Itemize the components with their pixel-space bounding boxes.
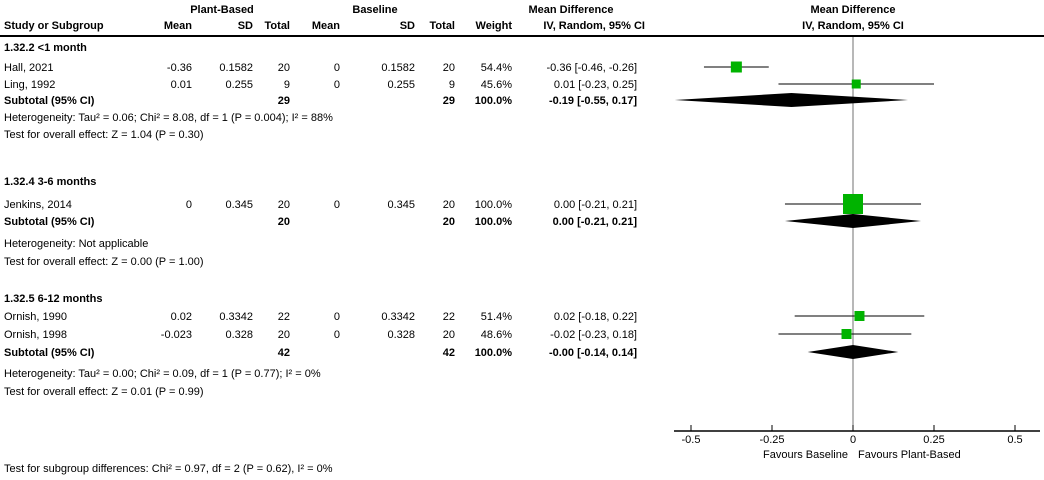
study-n1: 22 [277, 311, 290, 323]
header-total2: Total [429, 20, 455, 32]
header-weight: Weight [475, 20, 512, 32]
study-name: Ling, 1992 [4, 79, 56, 91]
study-mean1: 0.02 [170, 311, 192, 323]
header-group2: Baseline [352, 4, 398, 16]
header-study: Study or Subgroup [4, 20, 104, 32]
favours-right-label: Favours Plant-Based [858, 449, 961, 461]
subtotal-ci: 0.00 [-0.21, 0.21] [552, 216, 637, 228]
study-n2: 22 [442, 311, 455, 323]
study-sd1: 0.255 [225, 79, 253, 91]
study-weight: 51.4% [480, 311, 512, 323]
axis-tick-label: 0.5 [1007, 434, 1023, 446]
study-mean1: 0.01 [170, 79, 192, 91]
study-mean2: 0 [333, 199, 340, 211]
study-sd1: 0.1582 [219, 62, 253, 74]
axis-tick-label: 0 [849, 434, 857, 446]
study-mean1: -0.36 [166, 62, 192, 74]
overall-effect-text: Test for overall effect: Z = 1.04 (P = 0… [4, 129, 204, 141]
study-sd1: 0.345 [225, 199, 253, 211]
study-sd2: 0.255 [387, 79, 415, 91]
study-n1: 20 [277, 199, 290, 211]
study-name: Hall, 2021 [4, 62, 54, 74]
subgroup-label: 1.32.4 3-6 months [4, 176, 97, 188]
heterogeneity-text: Heterogeneity: Tau² = 0.00; Chi² = 0.09,… [4, 368, 321, 380]
study-ci: -0.36 [-0.46, -0.26] [546, 62, 638, 74]
subtotal-weight: 100.0% [474, 216, 512, 228]
subtotal-n1: 20 [277, 216, 290, 228]
study-sd2: 0.3342 [381, 311, 415, 323]
subgroup-label: 1.32.5 6-12 months [4, 293, 103, 305]
header-sd1: SD [237, 20, 253, 32]
study-n1: 9 [283, 79, 290, 91]
subtotal-label: Subtotal (95% CI) [4, 216, 95, 228]
study-n2: 9 [448, 79, 455, 91]
study-n1: 20 [277, 62, 290, 74]
header-ci-plot: IV, Random, 95% CI [802, 20, 904, 32]
study-mean2: 0 [333, 311, 340, 323]
header-group1: Plant-Based [190, 4, 254, 16]
subtotal-label: Subtotal (95% CI) [4, 95, 95, 107]
favours-left-label: Favours Baseline [763, 449, 848, 461]
study-mean2: 0 [333, 329, 340, 341]
axis-tick-label: 0.25 [923, 434, 945, 446]
header-ci-text: IV, Random, 95% CI [543, 20, 645, 32]
header-md-text: Mean Difference [528, 4, 614, 16]
subtotal-weight: 100.0% [474, 347, 512, 359]
study-weight: 54.4% [480, 62, 512, 74]
subgroup-label: 1.32.2 <1 month [4, 42, 87, 54]
subtotal-n2: 29 [442, 95, 455, 107]
subgroup-difference-test: Test for subgroup differences: Chi² = 0.… [4, 463, 333, 475]
study-sd1: 0.328 [225, 329, 253, 341]
study-n2: 20 [442, 199, 455, 211]
header-mean2: Mean [311, 20, 340, 32]
study-sd2: 0.345 [387, 199, 415, 211]
study-name: Jenkins, 2014 [4, 199, 72, 211]
subtotal-n2: 20 [442, 216, 455, 228]
subtotal-ci: -0.19 [-0.55, 0.17] [548, 95, 637, 107]
study-mean2: 0 [333, 79, 340, 91]
subtotal-weight: 100.0% [474, 95, 512, 107]
study-ci: 0.02 [-0.18, 0.22] [553, 311, 637, 323]
study-ci: 0.01 [-0.23, 0.25] [553, 79, 637, 91]
axis-tick-label: -0.25 [759, 434, 785, 446]
study-name: Ornish, 1990 [4, 311, 67, 323]
study-n2: 20 [442, 329, 455, 341]
study-ci: 0.00 [-0.21, 0.21] [553, 199, 637, 211]
study-sd2: 0.328 [387, 329, 415, 341]
study-n1: 20 [277, 329, 290, 341]
header-md-plot: Mean Difference [810, 4, 896, 16]
axis-tick-label: -0.5 [681, 434, 701, 446]
study-ci: -0.02 [-0.23, 0.18] [550, 329, 637, 341]
study-mean1: 0 [185, 199, 192, 211]
study-weight: 45.6% [480, 79, 512, 91]
study-sd1: 0.3342 [219, 311, 253, 323]
header-mean1: Mean [163, 20, 192, 32]
subtotal-label: Subtotal (95% CI) [4, 347, 95, 359]
study-name: Ornish, 1998 [4, 329, 67, 341]
heterogeneity-text: Heterogeneity: Not applicable [4, 238, 149, 250]
study-n2: 20 [442, 62, 455, 74]
heterogeneity-text: Heterogeneity: Tau² = 0.06; Chi² = 8.08,… [4, 112, 333, 124]
header-rule [0, 35, 1044, 37]
study-weight: 100.0% [474, 199, 512, 211]
subtotal-ci: -0.00 [-0.14, 0.14] [548, 347, 637, 359]
header-total1: Total [264, 20, 290, 32]
overall-effect-text: Test for overall effect: Z = 0.00 (P = 1… [4, 256, 204, 268]
study-weight: 48.6% [480, 329, 512, 341]
study-sd2: 0.1582 [381, 62, 415, 74]
subtotal-n2: 42 [442, 347, 455, 359]
overall-effect-text: Test for overall effect: Z = 0.01 (P = 0… [4, 386, 204, 398]
subtotal-n1: 42 [277, 347, 290, 359]
study-mean2: 0 [333, 62, 340, 74]
header-sd2: SD [399, 20, 415, 32]
subtotal-n1: 29 [277, 95, 290, 107]
study-mean1: -0.023 [160, 329, 192, 341]
